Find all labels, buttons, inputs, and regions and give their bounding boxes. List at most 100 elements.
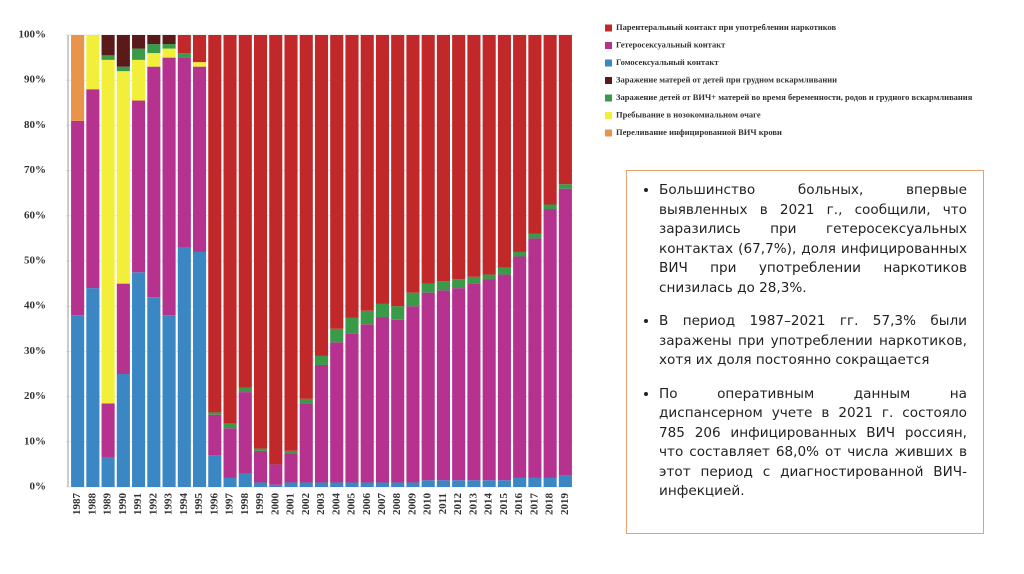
bar-segment [513,477,527,487]
bar-segment [528,233,542,239]
y-tick-label: 100% [19,29,47,41]
bar-segment [253,482,268,487]
bar-segment [330,328,344,343]
bar-segment [101,35,115,56]
bar-segment [208,455,222,487]
bar-segment [406,306,420,483]
x-tick-label: 2004 [330,493,342,516]
bar-segment [86,288,100,487]
x-tick-label: 2003 [315,493,327,516]
bar-segment [162,57,176,316]
legend-swatch [605,112,612,119]
x-tick-label: 1993 [163,493,175,516]
bar-segment [177,247,191,487]
bar-segment [147,35,161,45]
bar-segment [238,473,252,487]
bar-segment [528,238,542,478]
bar-segment [452,35,466,280]
bar-segment [314,355,329,365]
bar-segment [482,279,496,481]
legend-swatch [605,59,612,67]
bar-segment [452,279,466,289]
bar-segment [71,315,85,487]
bar-segment [558,184,572,189]
bar-segment [284,482,298,487]
y-tick-label: 70% [24,164,46,176]
bar-segment [452,480,466,487]
bar-segment [330,35,344,329]
bar-segment [360,324,374,483]
chart: 0%10%20%30%40%50%60%70%80%90%100%1987 198… [19,29,573,516]
bar-segment [513,256,527,478]
legend-swatch [605,24,612,32]
bar-segment [406,35,420,293]
bar-segment [436,281,450,291]
bar-segment [71,35,85,121]
bar-segment [406,482,420,487]
bar-segment [528,477,542,487]
x-tick-label: 2013 [467,493,479,516]
bar-segment [299,398,313,404]
bar-segment [345,482,359,487]
x-tick-label: 2014 [483,493,495,516]
x-tick-label: 2008 [391,493,403,516]
bar-segment [299,35,313,399]
y-tick-label: 0% [30,481,47,493]
bar-segment [284,453,298,483]
x-tick-label: 2011 [437,493,449,514]
bar-segment [360,482,374,487]
bar-segment [391,306,405,320]
bar-segment [497,274,511,481]
bar-segment [253,448,268,451]
y-tick-label: 30% [24,345,46,357]
bar-segment [360,35,374,311]
legend-swatch [605,42,612,49]
bullet: Большинство больных, впервые выявленных … [659,181,967,298]
bar-segment [208,412,222,415]
bar-segment [193,66,207,252]
bar-segment [436,290,450,481]
x-tick-label: 1989 [102,493,114,516]
bar-segment [513,251,527,257]
bar-segment [345,35,359,318]
bar-segment [253,35,268,449]
bar-segment [223,423,237,429]
x-tick-label: 1992 [147,493,159,516]
bar-segment [330,342,344,483]
bar-segment [375,482,390,487]
x-tick-label: 2015 [498,492,510,515]
x-tick-label: 2000 [269,493,281,516]
bar-segment [543,477,557,487]
x-tick-label: 2005 [346,493,358,516]
bar-segment [284,35,298,451]
legend-label: Гомосексуальный контакт [616,57,719,67]
x-tick-label: 1997 [224,493,236,516]
bar-segment [86,89,100,289]
bar-segment [101,59,115,404]
legend: Парентеральный контакт при употреблении … [605,22,973,137]
bar-segment [314,35,329,356]
bar-segment [162,48,176,58]
x-tick-label: 2006 [361,493,373,516]
bar-segment [543,209,557,478]
bar-segment [375,303,390,318]
bar-segment [177,53,191,58]
bar-segment [162,35,176,45]
bar-segment [482,35,496,275]
bar-segment [467,480,481,487]
bar-segment [497,267,511,275]
bar-segment [147,44,161,54]
x-tick-label: 1991 [132,493,144,515]
bar-segment [223,477,237,487]
bar-segment [421,480,435,487]
bar-segment [193,62,207,67]
text-box: Большинство больных, впервые выявленных … [626,170,984,534]
legend-label: Гетеросексуальный контакт [616,39,726,49]
legend-label: Заражение детей от ВИЧ+ матерей во время… [616,92,973,102]
bar-segment [391,319,405,483]
y-tick-label: 40% [24,300,46,312]
bar-segment [162,315,176,487]
bar-segment [467,283,481,481]
bullet: В период 1987–2021 гг. 57,3% были зараже… [659,312,967,371]
